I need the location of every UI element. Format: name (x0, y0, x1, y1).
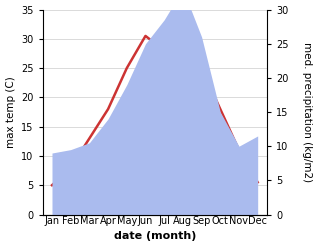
X-axis label: date (month): date (month) (114, 231, 196, 242)
Y-axis label: max temp (C): max temp (C) (5, 76, 16, 148)
Y-axis label: med. precipitation (kg/m2): med. precipitation (kg/m2) (302, 42, 313, 182)
